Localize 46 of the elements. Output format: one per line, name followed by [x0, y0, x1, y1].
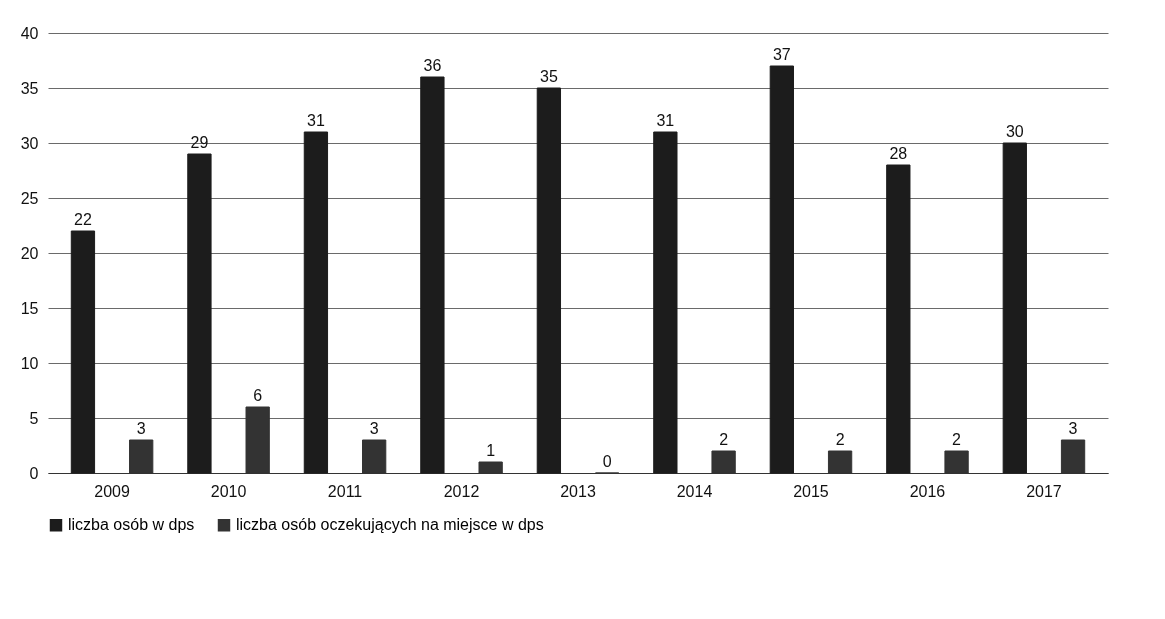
data-label: 22 — [74, 211, 92, 228]
bar — [187, 153, 212, 474]
bar — [886, 164, 911, 474]
y-tick-label: 15 — [20, 299, 39, 317]
data-label: 6 — [253, 387, 263, 404]
data-label: 3 — [136, 420, 146, 437]
data-label: 3 — [369, 420, 379, 437]
data-label: 31 — [656, 112, 675, 129]
x-tick-label: 2017 — [1026, 482, 1062, 500]
data-label: 2 — [719, 431, 729, 448]
bar — [70, 230, 96, 474]
x-tick-label: 2013 — [560, 482, 596, 500]
x-tick-label: 2009 — [94, 482, 130, 500]
y-tick-label: 35 — [20, 79, 39, 97]
x-tick-label: 2012 — [443, 482, 480, 500]
y-tick-label: 5 — [29, 409, 39, 427]
y-tick-label: 30 — [20, 134, 39, 152]
data-label: 36 — [423, 57, 442, 74]
y-tick-label: 20 — [20, 244, 39, 262]
bar — [769, 65, 794, 474]
data-label: 28 — [889, 145, 908, 162]
y-tick-label: 40 — [20, 24, 39, 42]
data-label: 35 — [539, 68, 558, 85]
data-label: 30 — [1005, 123, 1024, 140]
bar — [303, 131, 329, 474]
bar — [653, 131, 678, 474]
bar — [420, 76, 445, 474]
bar — [536, 87, 562, 474]
data-label: 0 — [602, 453, 612, 470]
data-label: 2 — [952, 431, 962, 448]
data-label: 37 — [772, 46, 791, 63]
data-label: 1 — [486, 442, 496, 459]
x-tick-label: 2015 — [793, 482, 829, 500]
legend-label: liczba osób w dps — [68, 516, 195, 534]
y-tick-label: 0 — [29, 464, 39, 482]
legend-label: liczba osób oczekujących na miejsce w dps — [236, 516, 544, 534]
y-tick-label: 25 — [20, 189, 39, 207]
x-tick-label: 2014 — [676, 482, 713, 500]
x-tick-label: 2011 — [327, 482, 363, 500]
x-tick-label: 2016 — [909, 482, 946, 500]
y-tick-label: 10 — [20, 354, 39, 372]
data-label: 31 — [307, 112, 325, 129]
x-tick-label: 2010 — [210, 482, 247, 500]
data-label: 2 — [835, 431, 845, 448]
data-label: 3 — [1068, 420, 1078, 437]
bar — [1002, 142, 1027, 474]
